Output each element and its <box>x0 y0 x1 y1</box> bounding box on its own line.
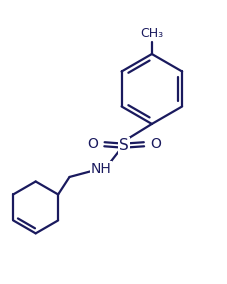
Text: O: O <box>88 137 98 151</box>
Text: S: S <box>119 138 128 153</box>
Text: NH: NH <box>91 162 111 176</box>
Text: O: O <box>150 137 161 151</box>
Text: CH₃: CH₃ <box>140 27 163 40</box>
